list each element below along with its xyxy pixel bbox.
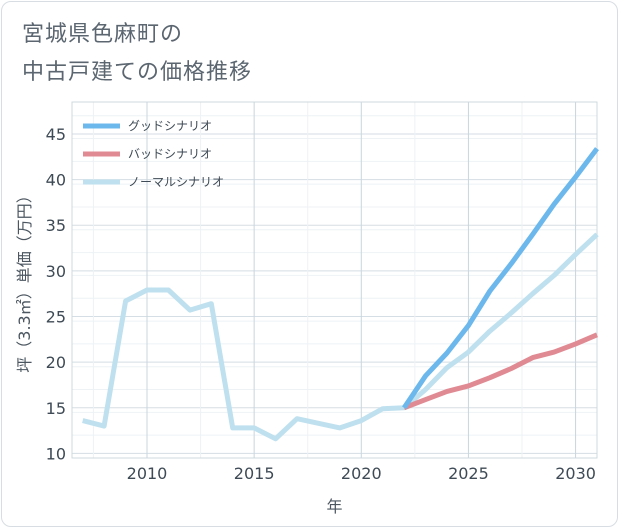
legend-label: バッドシナリオ [128,147,212,161]
x-axis-title: 年 [326,497,342,516]
y-axis-title: 坪（3.3㎡）単価（万円） [15,187,34,372]
y-tick-label: 15 [46,399,66,418]
chart-title: 宮城県色麻町の 中古戸建ての価格推移 [22,16,252,92]
plot-frame [71,101,598,459]
series-lines [82,147,599,442]
x-tick-label: 2020 [341,464,382,483]
y-tick-label: 30 [46,262,66,281]
chart-title-line-1: 宮城県色麻町の [22,22,184,47]
y-tick-label: 40 [46,171,66,190]
grid [72,102,597,459]
x-tick-label: 2030 [555,464,596,483]
x-tick-label: 2015 [234,464,275,483]
y-tick-label: 10 [46,444,66,463]
x-tick-label: 2025 [448,464,489,483]
chart-title-line-2: 中古戸建ての価格推移 [22,60,253,85]
series-line-good [402,147,599,410]
x-tick-label: 2010 [127,464,168,483]
y-tick-label: 45 [46,125,66,144]
y-tick-label: 35 [46,216,66,235]
legend-label: グッドシナリオ [128,119,212,133]
legend-label: ノーマルシナリオ [128,175,224,189]
y-tick-label: 25 [46,308,66,327]
series-line-normal [82,232,599,442]
series-line-bad [403,332,598,411]
y-tick-label: 20 [46,353,66,372]
